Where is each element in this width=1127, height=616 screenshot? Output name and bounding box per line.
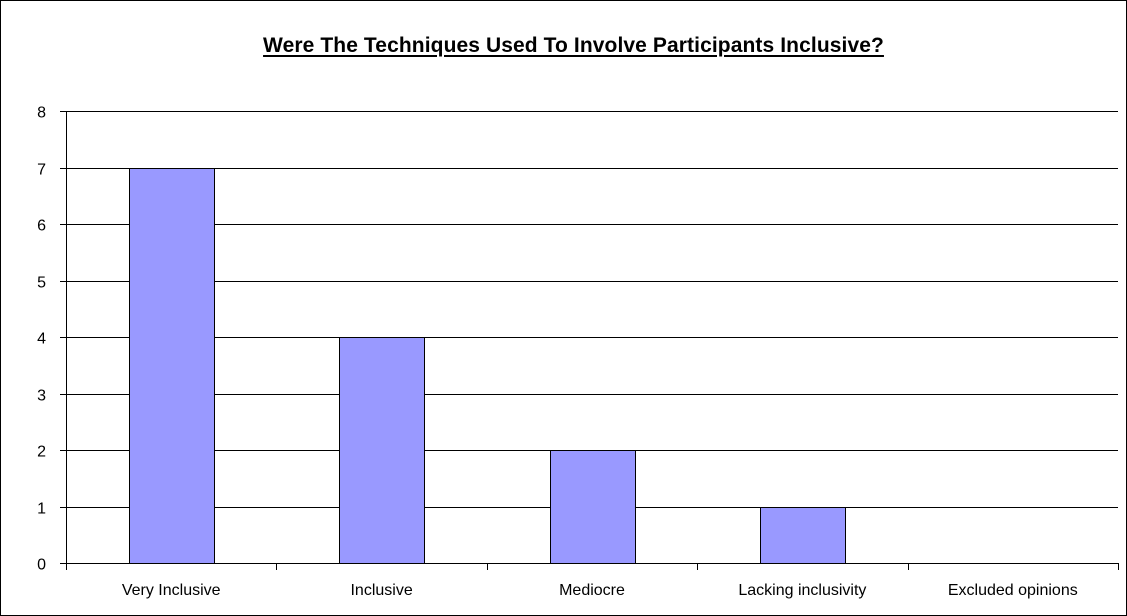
chart-title: Were The Techniques Used To Involve Part… — [263, 34, 884, 57]
y-tick-label: 7 — [37, 162, 46, 179]
gridlines — [66, 111, 1118, 508]
x-tick-label: Lacking inclusivity — [738, 582, 866, 599]
y-tick-label: 1 — [37, 501, 46, 518]
x-tick-label: Excluded opinions — [948, 582, 1078, 599]
x-tick-label: Mediocre — [559, 582, 625, 599]
y-tick-label: 3 — [37, 388, 46, 405]
bar — [339, 337, 425, 564]
y-tick-label: 2 — [37, 444, 46, 461]
bar — [129, 168, 215, 564]
labels: 0 1 2 3 4 5 6 7 8 Very Inclusive Inclusive Mediocre… — [37, 105, 1078, 600]
bars — [129, 168, 846, 564]
axes — [60, 111, 1119, 570]
x-tick-label: Very Inclusive — [122, 582, 221, 599]
y-tick-label: 4 — [37, 331, 46, 348]
y-tick-label: 6 — [37, 218, 46, 235]
y-tick-label: 5 — [37, 275, 46, 292]
bar — [760, 507, 846, 564]
y-tick-label: 8 — [37, 105, 46, 122]
y-tick-label: 0 — [37, 557, 46, 574]
bar — [550, 450, 636, 564]
x-tick-label: Inclusive — [350, 582, 412, 599]
